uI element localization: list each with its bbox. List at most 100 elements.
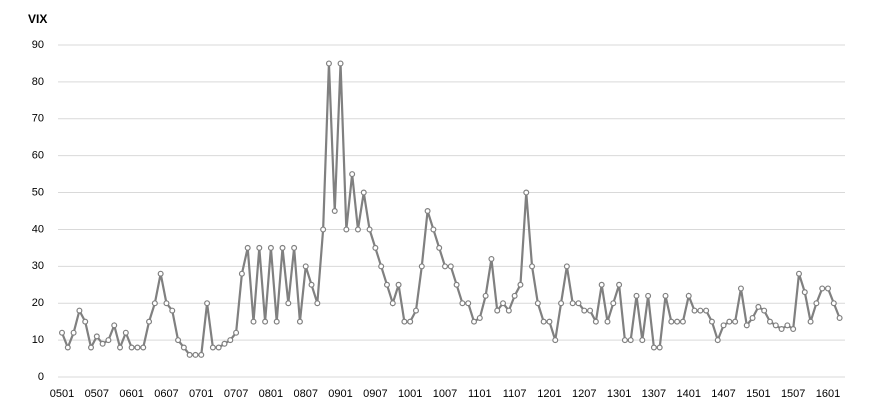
marker (238, 270, 245, 277)
marker (505, 307, 512, 314)
marker (302, 263, 309, 270)
marker (76, 307, 83, 314)
marker (732, 318, 739, 325)
marker (645, 292, 652, 299)
x-tick-label: 0807 (293, 388, 317, 400)
marker (482, 292, 489, 299)
marker (494, 307, 501, 314)
marker (250, 318, 257, 325)
marker (453, 281, 460, 288)
marker (279, 244, 286, 251)
marker (447, 263, 454, 270)
marker (650, 344, 657, 351)
y-tick-label: 0 (38, 371, 44, 383)
x-tick-label: 0507 (85, 388, 109, 400)
y-tick-label: 10 (32, 334, 44, 346)
marker (64, 344, 71, 351)
marker (772, 322, 779, 329)
marker (813, 300, 820, 307)
marker (151, 300, 158, 307)
marker (389, 300, 396, 307)
marker (488, 255, 495, 262)
marker (285, 300, 292, 307)
marker (627, 337, 634, 344)
marker (99, 340, 106, 347)
marker (215, 344, 222, 351)
marker (412, 307, 419, 314)
x-tick-label: 1407 (711, 388, 735, 400)
marker (755, 303, 762, 310)
marker (105, 337, 112, 344)
marker (233, 329, 240, 336)
x-tick-label: 1007 (433, 388, 457, 400)
marker (349, 171, 356, 178)
x-tick-label: 0601 (119, 388, 143, 400)
marker (308, 281, 315, 288)
marker (395, 281, 402, 288)
x-tick-label: 0707 (224, 388, 248, 400)
x-tick-label: 1107 (503, 388, 527, 400)
x-tick-label: 1401 (676, 388, 700, 400)
x-tick-label: 0907 (363, 388, 387, 400)
x-tick-label: 0501 (50, 388, 74, 400)
marker (656, 344, 663, 351)
x-tick-label: 1601 (816, 388, 840, 400)
marker (824, 285, 831, 292)
marker (343, 226, 350, 233)
marker (558, 300, 565, 307)
marker (117, 344, 124, 351)
marker (175, 337, 182, 344)
marker (227, 337, 234, 344)
marker (674, 318, 681, 325)
marker (401, 318, 408, 325)
marker (540, 318, 547, 325)
marker (726, 318, 733, 325)
marker (569, 300, 576, 307)
marker (581, 307, 588, 314)
marker (360, 189, 367, 196)
y-tick-label: 90 (32, 39, 44, 51)
x-tick-label: 1201 (537, 388, 561, 400)
marker (430, 226, 437, 233)
y-tick-label: 30 (32, 260, 44, 272)
marker (575, 300, 582, 307)
marker (383, 281, 390, 288)
marker (267, 244, 274, 251)
marker (639, 337, 646, 344)
x-tick-label: 0701 (189, 388, 213, 400)
marker (517, 281, 524, 288)
marker (737, 285, 744, 292)
marker (511, 292, 518, 299)
marker (88, 344, 95, 351)
marker (157, 270, 164, 277)
marker (204, 300, 211, 307)
marker (546, 318, 553, 325)
x-tick-label: 1307 (642, 388, 666, 400)
x-tick-label: 1301 (607, 388, 631, 400)
marker (465, 300, 472, 307)
marker (122, 329, 129, 336)
marker (587, 307, 594, 314)
marker (668, 318, 675, 325)
x-tick-label: 0901 (328, 388, 352, 400)
marker (801, 289, 808, 296)
marker (830, 300, 837, 307)
marker (471, 318, 478, 325)
marker (523, 189, 530, 196)
marker (708, 318, 715, 325)
marker (552, 337, 559, 344)
marker (314, 300, 321, 307)
marker (146, 318, 153, 325)
marker (563, 263, 570, 270)
chart-title: VIX (28, 12, 47, 26)
marker (273, 318, 280, 325)
x-tick-label: 1101 (468, 388, 492, 400)
marker (163, 300, 170, 307)
marker (331, 208, 338, 215)
x-tick-label: 1501 (746, 388, 770, 400)
marker (766, 318, 773, 325)
marker (592, 318, 599, 325)
marker (262, 318, 269, 325)
marker (442, 263, 449, 270)
